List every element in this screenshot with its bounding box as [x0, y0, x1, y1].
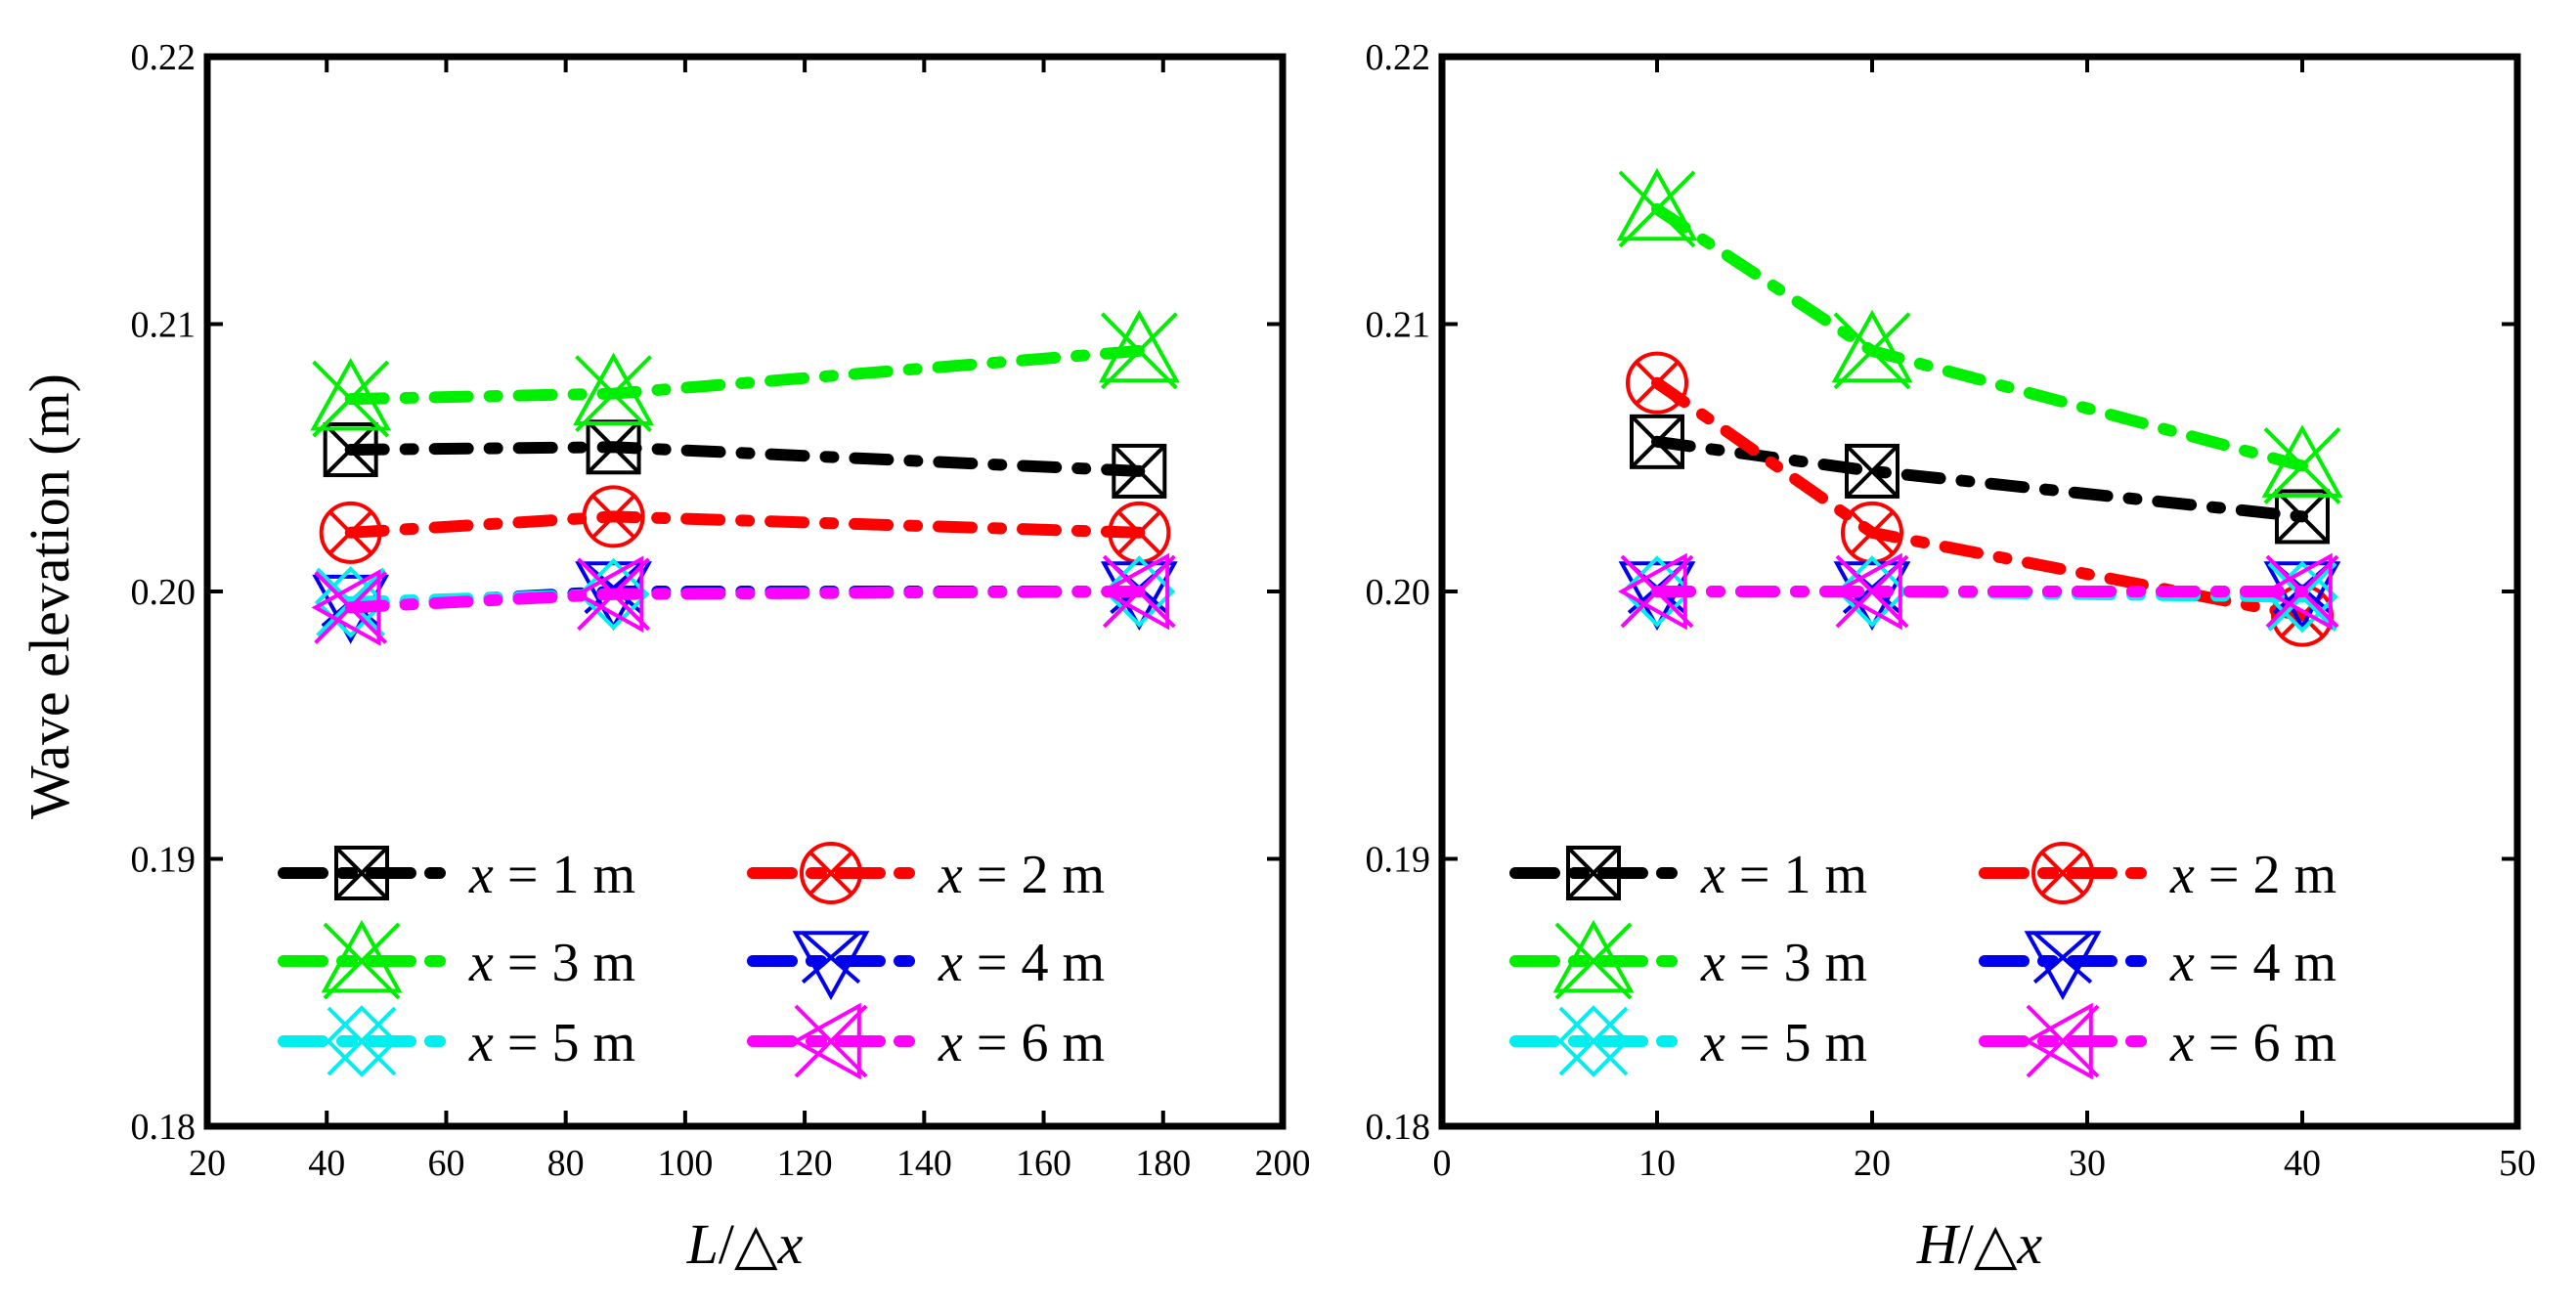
x-tick-label: 0 — [1433, 1143, 1452, 1184]
series-line-3 — [1651, 202, 2308, 472]
x-tick-label: 40 — [308, 1143, 345, 1184]
data-point-series-1 — [1630, 414, 1684, 469]
data-point-series-3 — [2261, 424, 2343, 504]
data-point-series-1 — [323, 422, 378, 478]
y-tick-label: 0.20 — [131, 572, 196, 613]
series-line-1 — [344, 441, 1146, 477]
legend-marker — [2031, 842, 2094, 904]
legend-item-2: x = 2 m — [747, 842, 1105, 905]
legend-label: x = 5 m — [1700, 1013, 1867, 1073]
data-point-series-6 — [311, 569, 388, 646]
legend-label: x = 3 m — [1700, 933, 1867, 993]
legend-label: x = 5 m — [468, 1013, 635, 1073]
x-tick-label: 60 — [427, 1143, 464, 1184]
chart-left-panel: 20 40 60 80 100 120 140 160 180 200 0.18 0.19 0.20 0.… — [131, 37, 1311, 1276]
legend-item-6: x = 6 m — [747, 1002, 1105, 1080]
legend-label: x = 4 m — [938, 933, 1105, 993]
data-point-series-1 — [1112, 443, 1167, 499]
x-tick-label: 200 — [1255, 1143, 1311, 1184]
legend-label: x = 2 m — [2169, 845, 2336, 905]
legend-item-3: x = 3 m — [1509, 919, 1867, 1000]
y-tick-label: 0.21 — [1366, 305, 1431, 346]
x-tick-label: 160 — [1016, 1143, 1071, 1184]
data-point-series-1 — [1845, 443, 1899, 499]
data-point-series-3 — [1098, 309, 1180, 390]
series-line-3 — [344, 344, 1146, 406]
legend-item-3: x = 3 m — [278, 919, 635, 1000]
x-tick-label: 20 — [189, 1143, 226, 1184]
legend-label: x = 4 m — [2169, 933, 2336, 993]
legend-marker — [334, 846, 389, 900]
y-tick-label: 0.19 — [131, 840, 196, 881]
legend-marker — [2024, 931, 2102, 1001]
legend-marker — [1552, 919, 1635, 1000]
legend-item-5: x = 5 m — [1509, 1005, 1867, 1077]
legend-marker — [2023, 1002, 2100, 1080]
legend-label: x = 1 m — [468, 845, 635, 905]
legend-label: x = 3 m — [468, 933, 635, 993]
data-point-series-6 — [574, 555, 650, 634]
data-point-series-3 — [1616, 167, 1698, 248]
data-point-series-6 — [1617, 552, 1694, 631]
legend-marker — [1557, 1005, 1630, 1077]
x-tick-label: 180 — [1135, 1143, 1191, 1184]
data-point-series-3 — [1831, 309, 1913, 390]
x-tick-label: 120 — [777, 1143, 833, 1184]
series-line-2 — [1651, 376, 2308, 622]
y-tick-label: 0.21 — [131, 305, 196, 346]
legend-item-5: x = 5 m — [278, 1005, 635, 1077]
series-line-2 — [344, 510, 1146, 539]
y-tick-label: 0.18 — [1366, 1107, 1431, 1148]
x-tick-label: 30 — [2069, 1143, 2106, 1184]
x-tick-label: 80 — [547, 1143, 585, 1184]
legend-label: x = 1 m — [1700, 845, 1867, 905]
legend-marker — [321, 919, 403, 1000]
legend-item-1: x = 1 m — [1509, 845, 1867, 905]
y-tick-label: 0.22 — [131, 37, 196, 78]
legend-item-4: x = 4 m — [747, 931, 1105, 1001]
legend-item-4: x = 4 m — [1979, 931, 2336, 1001]
legend-label: x = 6 m — [938, 1013, 1105, 1073]
legend-marker — [326, 1005, 398, 1077]
x-tick-label: 10 — [1638, 1143, 1676, 1184]
data-point-series-6 — [2262, 552, 2339, 631]
legend-item-6: x = 6 m — [1979, 1002, 2336, 1080]
y-axis-label: Wave elevation (m) — [18, 373, 81, 819]
data-point-series-3 — [573, 352, 654, 433]
data-point-series-6 — [1832, 552, 1909, 631]
legend-marker — [1566, 846, 1621, 900]
y-tick-label: 0.20 — [1366, 572, 1431, 613]
legend-marker — [800, 842, 862, 904]
y-tick-label: 0.19 — [1366, 840, 1431, 881]
x-tick-label: 50 — [2499, 1143, 2536, 1184]
legend-item-2: x = 2 m — [1979, 842, 2336, 905]
data-point-series-2 — [319, 501, 382, 564]
y-tick-label: 0.18 — [131, 1107, 196, 1148]
legend-marker — [792, 931, 870, 1001]
x-tick-label: 40 — [2284, 1143, 2321, 1184]
data-point-series-1 — [586, 419, 641, 475]
data-point-series-1 — [2275, 489, 2330, 545]
legend-marker — [791, 1002, 868, 1080]
data-point-series-2 — [1626, 351, 1688, 415]
x-axis-label: L/△x — [686, 1212, 804, 1276]
data-point-series-2 — [582, 485, 645, 548]
x-tick-label: 100 — [657, 1143, 713, 1184]
x-tick-label: 20 — [1854, 1143, 1891, 1184]
plot-frame — [1438, 53, 2521, 1130]
legend-label: x = 6 m — [2169, 1013, 2336, 1073]
x-tick-label: 140 — [896, 1143, 952, 1184]
x-axis-label: H/△x — [1916, 1212, 2043, 1276]
data-point-series-3 — [310, 357, 392, 438]
data-point-series-6 — [1100, 552, 1176, 631]
chart-right-panel: 0 10 20 30 40 50 0.18 0.19 0.20 0.21 0.22 x = 1 m x … — [1366, 37, 2537, 1276]
legend-item-1: x = 1 m — [278, 845, 635, 905]
y-tick-label: 0.22 — [1366, 37, 1431, 78]
plot-frame — [203, 53, 1287, 1130]
legend-label: x = 2 m — [938, 845, 1105, 905]
